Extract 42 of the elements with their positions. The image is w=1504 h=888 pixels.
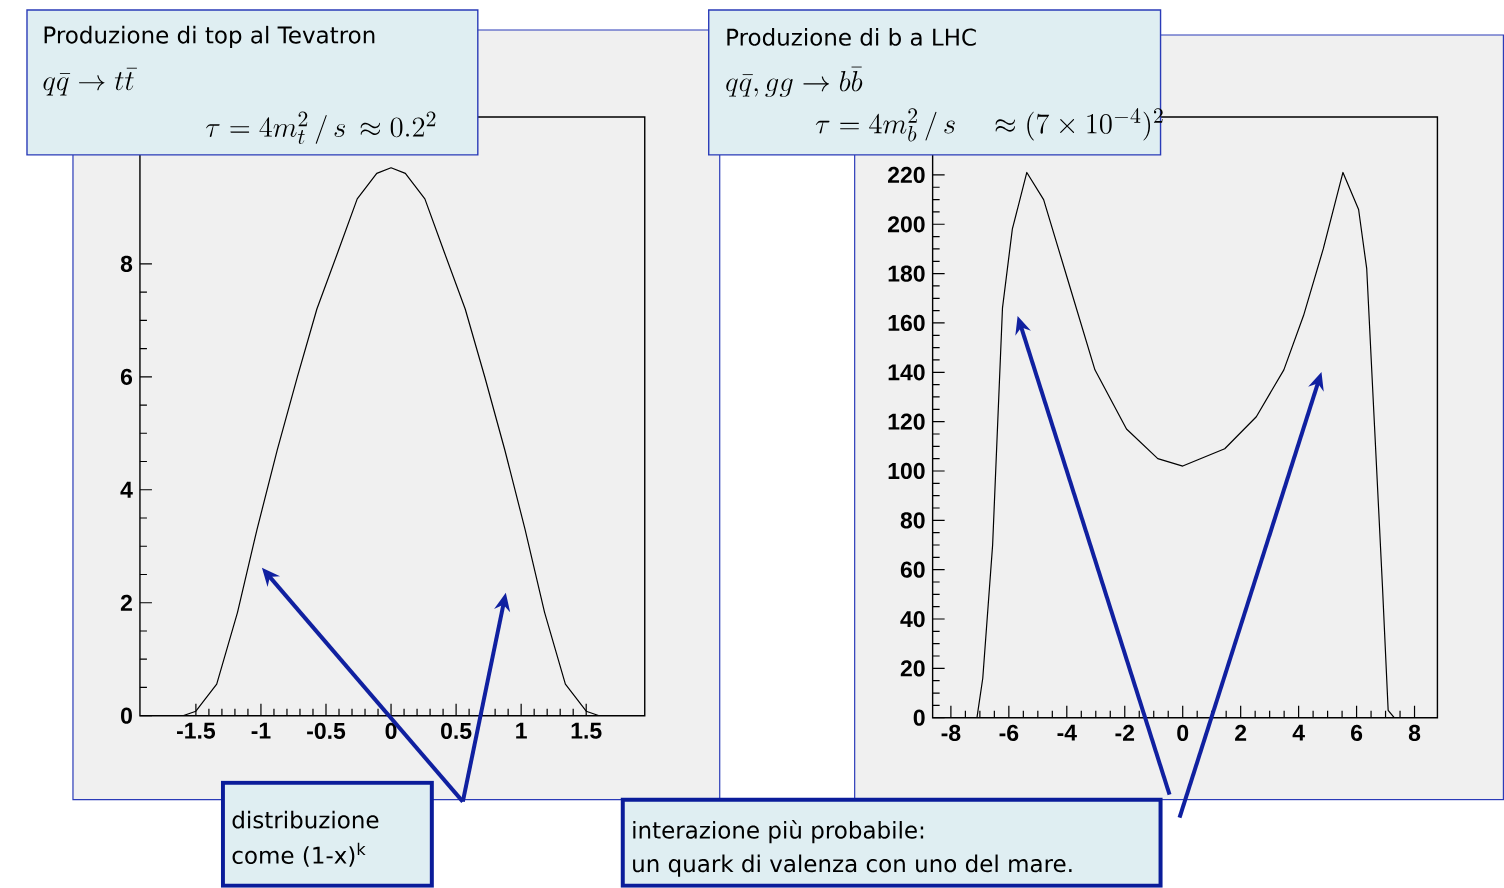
y-tick-label: 0 bbox=[913, 709, 925, 727]
x-tick-label: -4 bbox=[1057, 724, 1077, 741]
x-tick-label: 0.5 bbox=[441, 722, 472, 740]
y-tick-label: 2 bbox=[120, 594, 132, 611]
x-tick-label: 1 bbox=[516, 722, 527, 739]
y-tick-label: 8 bbox=[120, 255, 133, 273]
x-tick-label: 1.5 bbox=[571, 722, 602, 739]
y-tick-label: 140 bbox=[888, 364, 925, 381]
text: distribuzione bbox=[232, 810, 379, 829]
y-tick-label: 40 bbox=[900, 611, 925, 628]
x-tick-label: -8 bbox=[941, 724, 961, 742]
y-tick-label: 20 bbox=[900, 660, 925, 677]
y-tick-label: 200 bbox=[888, 216, 925, 233]
y-tick-label: 60 bbox=[900, 561, 925, 578]
chart-title: Produzione di b a LHC bbox=[727, 28, 976, 47]
x-tick-label: -0.5 bbox=[307, 722, 346, 740]
y-tick-label: 160 bbox=[888, 314, 925, 332]
x-tick-label: 8 bbox=[1408, 724, 1421, 742]
x-tick-label: 6 bbox=[1351, 724, 1363, 742]
annotation: $\tau = 4m_t^2 \, / \, s \, \approx 0.2^2$ bbox=[206, 111, 436, 145]
x-tick-label: -1 bbox=[251, 722, 271, 739]
y-tick-label: 4 bbox=[120, 482, 133, 498]
text: un quark di valenza con uno del mare. bbox=[633, 854, 1072, 877]
x-tick-label: -6 bbox=[999, 724, 1019, 742]
chart-title: Produzione di top al Tevatron bbox=[44, 26, 375, 49]
y-tick-label: 0 bbox=[121, 707, 132, 725]
y-tick-label: 220 bbox=[888, 166, 925, 184]
text: come (1-x)$^{k}$ bbox=[232, 842, 366, 867]
y-tick-label: 180 bbox=[888, 265, 925, 282]
x-tick-label: -2 bbox=[1115, 724, 1135, 741]
chart-subtitle: $q\bar{q}, gg \rightarrow b\bar{b}$ bbox=[726, 66, 863, 98]
y-tick-label: 6 bbox=[120, 368, 133, 386]
x-tick-label: -1.5 bbox=[176, 722, 216, 739]
y-tick-label: 120 bbox=[888, 413, 925, 430]
chart-subtitle: $q\bar{q} \rightarrow t\bar{t}$ bbox=[43, 67, 137, 96]
x-tick-label: 2 bbox=[1235, 724, 1247, 741]
x-tick-label: 4 bbox=[1292, 724, 1305, 741]
x-tick-label: 0 bbox=[1177, 724, 1189, 742]
y-tick-label: 100 bbox=[888, 463, 925, 480]
y-tick-label: 80 bbox=[900, 512, 925, 529]
x-tick-label: 0 bbox=[385, 722, 397, 740]
text: interazione più probabile: bbox=[633, 820, 924, 844]
